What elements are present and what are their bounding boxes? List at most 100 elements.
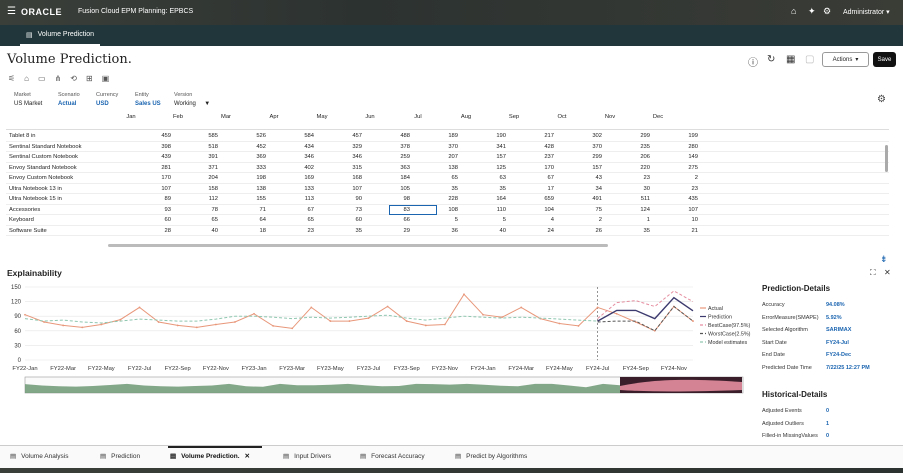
grid-cell[interactable]: 526 <box>256 133 266 139</box>
grid-cell[interactable]: 217 <box>544 133 554 139</box>
grid-cell[interactable]: 158 <box>208 185 218 192</box>
grid-cell[interactable]: 168 <box>352 175 362 181</box>
grid-cell[interactable]: 23 <box>643 175 650 181</box>
grid-cell[interactable]: 190 <box>496 133 506 139</box>
grid-cell[interactable]: 149 <box>688 154 698 160</box>
grid-cell[interactable]: 189 <box>448 133 458 139</box>
grid-cell[interactable]: 585 <box>208 133 218 139</box>
tab-volume-analysis[interactable]: ▤ Volume Analysis <box>10 452 69 461</box>
grid-cell[interactable]: 108 <box>448 206 458 213</box>
grid-cell[interactable]: 346 <box>304 154 314 160</box>
grid-cell[interactable]: 40 <box>499 227 506 234</box>
grid-cell[interactable]: 28 <box>164 227 171 234</box>
pov-currency[interactable]: Currency USD <box>96 92 118 107</box>
grid-cell[interactable]: 18 <box>259 227 266 234</box>
grid-cell[interactable]: 65 <box>451 175 458 181</box>
grid-cell[interactable]: 24 <box>547 227 554 234</box>
grid-cell[interactable]: 83 <box>403 206 410 213</box>
refresh-icon[interactable]: ↻ <box>767 54 776 65</box>
ad-hoc-icon[interactable]: ⌂ <box>24 74 30 83</box>
close-icon[interactable]: ✕ <box>884 268 891 277</box>
calc-icon[interactable]: ▣ <box>101 74 110 83</box>
navigator-icon[interactable]: ⚙ <box>823 6 832 16</box>
grid-cell[interactable]: 71 <box>259 206 266 213</box>
report-icon[interactable]: ▦ <box>786 54 796 65</box>
grid-cell[interactable]: 60 <box>355 217 362 223</box>
attach-icon[interactable]: ⊞ <box>85 74 93 83</box>
hamburger-icon[interactable]: ☰ <box>7 6 16 17</box>
export-icon[interactable]: ▢ <box>805 54 815 65</box>
grid-cell[interactable]: 138 <box>448 164 458 171</box>
grid-cell[interactable]: 184 <box>400 175 410 181</box>
grid-cell[interactable]: 228 <box>448 196 458 202</box>
grid-cell[interactable]: 198 <box>256 175 266 181</box>
grid-cell[interactable]: 428 <box>544 143 554 150</box>
grid-cell[interactable]: 164 <box>496 196 506 202</box>
grid-cell[interactable]: 170 <box>161 175 171 181</box>
grid-cell[interactable]: 34 <box>595 185 602 192</box>
grid-cell[interactable]: 363 <box>400 164 410 171</box>
pov-market[interactable]: Market US Market <box>14 92 42 107</box>
gear-icon[interactable]: ⚙ <box>877 94 886 105</box>
grid-cell[interactable]: 341 <box>496 143 506 150</box>
actions-button[interactable]: Actions ▾ <box>822 52 869 67</box>
grid-cell[interactable]: 220 <box>640 164 650 171</box>
grid-cell[interactable]: 434 <box>304 143 314 150</box>
grid-cell[interactable]: 90 <box>355 196 362 202</box>
hierarchy-icon[interactable]: ⋔ <box>54 74 62 83</box>
grid-cell[interactable]: 170 <box>544 164 554 171</box>
grid-cell[interactable]: 378 <box>400 143 410 150</box>
expand-icon[interactable]: ⛶ <box>870 268 876 277</box>
tab-input-drivers[interactable]: ▤ Input Drivers <box>283 452 331 461</box>
grid-cell[interactable]: 299 <box>640 133 650 139</box>
grid-cell[interactable]: 237 <box>544 154 554 160</box>
grid-cell[interactable]: 93 <box>164 206 171 213</box>
grid-cell[interactable]: 584 <box>304 133 314 139</box>
grid-cell[interactable]: 43 <box>595 175 602 181</box>
horizontal-scrollbar[interactable] <box>108 244 608 247</box>
grid-cell[interactable]: 259 <box>400 154 410 160</box>
grid-cell[interactable]: 26 <box>595 227 602 234</box>
grid-cell[interactable]: 435 <box>688 196 698 202</box>
grid-cell[interactable]: 511 <box>640 196 650 202</box>
grid-cell[interactable]: 36 <box>451 227 458 234</box>
grid-cell[interactable]: 1 <box>646 217 650 223</box>
grid-cell[interactable]: 64 <box>259 217 266 223</box>
tab-volume-prediction-bottom[interactable]: ▤ Volume Prediction. ✕ <box>170 452 250 461</box>
grid-cell[interactable]: 235 <box>640 143 650 150</box>
grid-cell[interactable]: 73 <box>355 206 362 213</box>
home-icon[interactable]: ⌂ <box>791 6 797 16</box>
grid-cell[interactable]: 107 <box>688 206 698 213</box>
grid-cell[interactable]: 30 <box>643 185 650 192</box>
grid-cell[interactable]: 169 <box>304 175 314 181</box>
grid-cell[interactable]: 104 <box>544 206 554 213</box>
grid-cell[interactable]: 107 <box>161 185 171 192</box>
grid-cell[interactable]: 67 <box>547 175 554 181</box>
grid-cell[interactable]: 67 <box>307 206 314 213</box>
grid-cell[interactable]: 17 <box>547 185 554 192</box>
history-icon[interactable]: ⟲ <box>70 74 77 83</box>
grid-cell[interactable]: 459 <box>161 133 171 139</box>
grid-cell[interactable]: 110 <box>496 206 506 213</box>
grid-cell[interactable]: 329 <box>352 143 362 150</box>
grid-cell[interactable]: 60 <box>164 217 171 223</box>
grid-cell[interactable]: 35 <box>643 227 650 234</box>
grid-cell[interactable]: 10 <box>691 217 698 223</box>
save-button[interactable]: Save <box>873 52 896 67</box>
accessibility-icon[interactable]: ✦ <box>808 6 816 16</box>
tab-predict-by-algorithms[interactable]: ▤ Predict by Algorithms <box>455 452 527 461</box>
close-icon[interactable]: ✕ <box>244 453 250 460</box>
grid-cell[interactable]: 107 <box>352 185 362 192</box>
grid-cell[interactable]: 2 <box>694 175 698 181</box>
grid-cell[interactable]: 4 <box>550 217 554 223</box>
grid-cell[interactable]: 65 <box>211 217 218 223</box>
grid-cell[interactable]: 302 <box>592 133 602 139</box>
grid-settings-icon[interactable]: ⚟ <box>8 74 16 83</box>
grid-cell[interactable]: 89 <box>164 196 171 202</box>
grid-cell[interactable]: 29 <box>403 227 410 234</box>
grid-cell[interactable]: 299 <box>592 154 602 160</box>
grid-cell[interactable]: 35 <box>451 185 458 192</box>
grid-cell[interactable]: 275 <box>688 164 698 171</box>
info-icon[interactable]: ⓘ <box>748 58 758 69</box>
grid-cell[interactable]: 370 <box>592 143 602 150</box>
